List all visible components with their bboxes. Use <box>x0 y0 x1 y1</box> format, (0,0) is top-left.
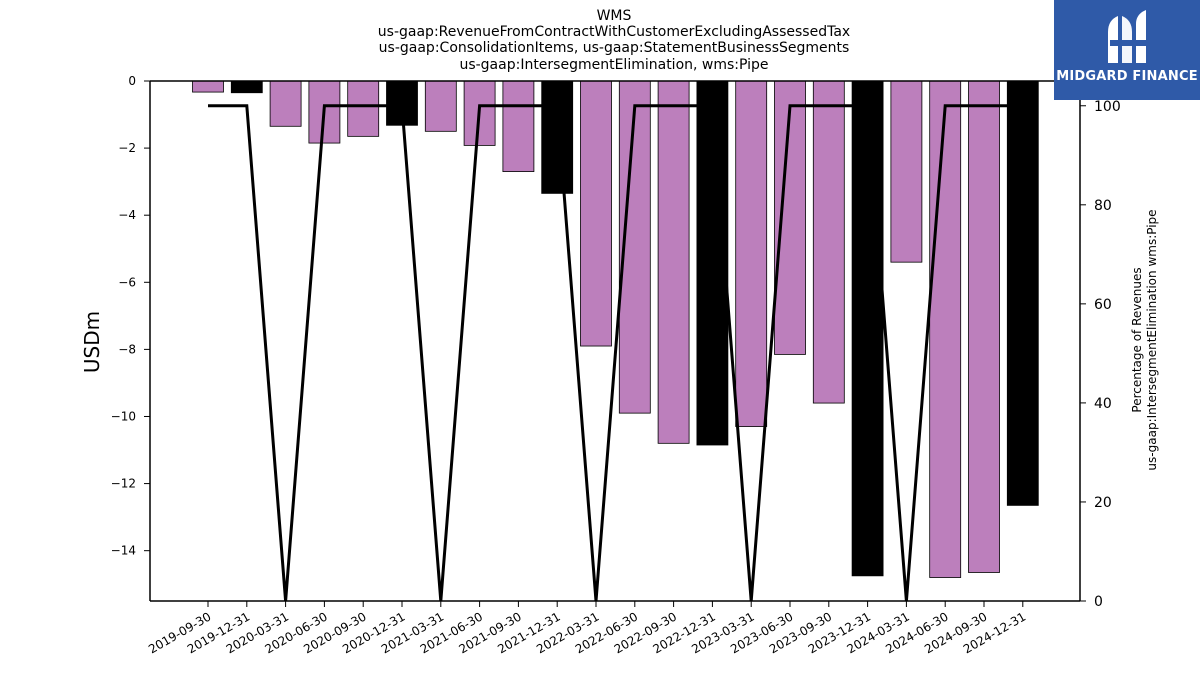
bar-2024-06-30 <box>929 80 962 578</box>
bar-2024-12-31 <box>1006 80 1039 506</box>
bar-2019-09-30 <box>192 80 224 93</box>
bar-2023-09-30 <box>812 80 845 404</box>
chart-title-line-4: us-gaap:IntersegmentElimination, wms:Pip… <box>459 57 769 73</box>
y2-tick-label: 100 <box>1094 99 1121 115</box>
y-tick-label: −8 <box>118 342 136 356</box>
bar-2023-12-31 <box>851 80 884 577</box>
percentage-line <box>208 104 1023 602</box>
y2-tick-label: 0 <box>1094 594 1103 610</box>
logo-mark-icon <box>1108 10 1146 63</box>
y2-tick-label: 60 <box>1094 297 1112 313</box>
y-tick-label: −12 <box>111 477 136 491</box>
bar-2021-03-31 <box>424 80 457 132</box>
bar-2022-12-31 <box>696 80 729 446</box>
y2-tick-label: 20 <box>1094 495 1112 511</box>
chart-title-line-2: us-gaap:RevenueFromContractWithCustomerE… <box>377 24 851 40</box>
bar-2024-09-30 <box>968 80 1000 573</box>
y-tick-label: −2 <box>118 141 136 155</box>
chart-title-line-1: WMS <box>596 8 632 24</box>
bar-2023-03-31 <box>735 80 768 427</box>
bars-group <box>192 80 1039 578</box>
y2-tick-label: 80 <box>1094 198 1112 214</box>
bar-2023-06-30 <box>774 80 806 355</box>
bar-2020-03-31 <box>269 80 302 127</box>
y-tick-label: −14 <box>111 544 136 558</box>
logo-text: MIDGARD FINANCE <box>1056 69 1198 84</box>
secondary-y-axis-label-line-2: us-gaap:IntersegmentElimination wms:Pipe <box>1145 209 1159 471</box>
axes-group <box>149 80 1081 602</box>
y2-tick-label: 40 <box>1094 396 1112 412</box>
bar-2024-03-31 <box>890 80 923 263</box>
y-tick-label: 0 <box>128 74 136 88</box>
chart-title-line-3: us-gaap:ConsolidationItems, us-gaap:Stat… <box>378 40 850 56</box>
bar-2021-09-30 <box>502 80 535 172</box>
y-tick-label: −4 <box>118 208 136 222</box>
secondary-y-axis-label-line-1: Percentage of Revenues <box>1130 267 1144 413</box>
bar-2022-09-30 <box>657 80 690 444</box>
secondary-y-axis-label: Percentage of Revenues us-gaap:Intersegm… <box>1130 209 1160 470</box>
y-axis-label: USDm <box>80 310 104 374</box>
bar-2019-12-31 <box>230 80 263 94</box>
bar-2021-12-31 <box>541 80 574 194</box>
logo: MIDGARD FINANCE <box>1054 0 1200 100</box>
y-tick-label: −10 <box>111 409 136 423</box>
y-tick-label: −6 <box>118 275 136 289</box>
bar-2022-03-31 <box>580 80 612 347</box>
bar-2020-09-30 <box>347 80 380 137</box>
